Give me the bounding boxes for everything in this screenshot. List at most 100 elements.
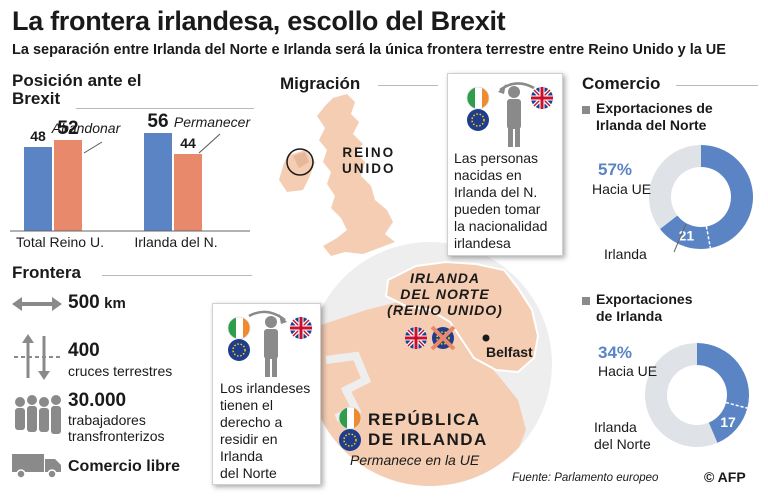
- ireland-map: [308, 242, 552, 486]
- workers-value: 30.000: [68, 390, 127, 411]
- roi-map-label-line2: DE IRLANDA: [368, 430, 488, 449]
- eu-flag-icon: [339, 429, 361, 451]
- donut-slice-1: [659, 215, 711, 249]
- bar-value-label-0-1: 52: [57, 118, 78, 139]
- border-length: 500 km: [68, 292, 126, 314]
- migration-box-ni-text: Las personas nacidas en Irlanda del N. p…: [454, 150, 547, 252]
- migration-box-ni-graphic: [466, 82, 553, 147]
- donut-separator: [725, 401, 748, 409]
- position-rule: [76, 108, 254, 109]
- ni-exports-leader: [673, 223, 687, 253]
- commerce-rule: [676, 85, 758, 86]
- ni-small-shape: [293, 152, 309, 168]
- bar-permanecer-1: [144, 133, 172, 231]
- bar-chart-leader-remain: [198, 133, 221, 154]
- republic-of-ireland-shape: [308, 298, 526, 486]
- border-length-unit: km: [104, 295, 126, 312]
- roi-exports-ni-label-line1: Irlanda: [594, 419, 637, 435]
- ni-map-label-line3: (REINO UNIDO): [387, 302, 503, 318]
- person-icon: [264, 316, 278, 377]
- uk-flag-icon: [290, 317, 312, 339]
- donut-slice-0: [701, 145, 753, 249]
- migration-box-ni-line6: irlandesa: [454, 235, 511, 251]
- workers-label: trabajadores transfronterizos: [68, 412, 164, 444]
- ni-map-label-line1: IRLANDA: [410, 270, 480, 286]
- donut-slice-0: [697, 343, 749, 409]
- migration-box-ni-line3: Irlanda del N.: [454, 184, 538, 200]
- ni-exports-ireland-label: Irlanda: [604, 246, 647, 262]
- brexit-bar-chart: Abandonar Permanecer 48 52 56 44: [10, 111, 252, 232]
- source-note: Fuente: Parlamento europeo: [512, 472, 659, 484]
- donut-slice-2: [645, 343, 718, 447]
- migration-box-roi-line2: tienen el: [220, 397, 273, 413]
- bar-permanecer-0: [24, 147, 52, 231]
- ni-map-label-line2: DEL NORTE: [400, 286, 490, 302]
- migration-heading: Migración: [280, 74, 361, 93]
- page-subtitle: La separación entre Irlanda del Norte e …: [12, 42, 726, 58]
- eu-flag-icon: [467, 109, 489, 131]
- migration-box-roi-line6: del Norte: [220, 465, 277, 481]
- roi-exports-ni-label-line2: del Norte: [594, 436, 651, 452]
- bar-abandonar-0: [54, 140, 82, 231]
- migration-box-ni-line4: pueden tomar: [454, 201, 541, 217]
- uk-flag-icon: [405, 327, 427, 349]
- bar-category-ni: Irlanda del N.: [134, 234, 218, 250]
- northern-ireland-shape: [384, 260, 540, 374]
- roi-exports-eu-pct: 34%: [598, 343, 633, 362]
- eu-flag-icon: [228, 339, 250, 361]
- migration-box-roi-line5: Irlanda: [220, 448, 263, 464]
- bar-category-total-uk: Total Reino U.: [16, 234, 104, 250]
- bar-abandonar-1: [174, 154, 202, 231]
- uk-map-label-line2: UNIDO: [342, 161, 396, 176]
- donut-slice-1: [708, 402, 748, 443]
- migration-rule: [378, 85, 438, 86]
- crossings-value: 400: [68, 340, 100, 361]
- donut-slice-value-label: 17: [720, 414, 736, 430]
- truck-icon: [12, 454, 61, 479]
- roi-exports-heading-line1: Exportaciones: [596, 291, 693, 307]
- double-arrow-icon: [12, 297, 62, 311]
- roi-exports-heading: Exportaciones de Irlanda: [596, 291, 692, 325]
- ni-exports-donut: 21: [649, 145, 753, 249]
- person-icon: [507, 86, 521, 147]
- uk-map-label: REINO UNIDO: [342, 145, 396, 177]
- ni-map-label: IRLANDA DEL NORTE (REINO UNIDO): [372, 270, 518, 318]
- position-heading-line1: Posición ante el: [12, 71, 142, 90]
- position-heading-line2: Brexit: [12, 89, 61, 108]
- ireland-flag-icon: [466, 86, 490, 110]
- frontera-rule: [102, 275, 252, 276]
- commerce-bullet-roi: [582, 297, 590, 305]
- frontera-heading: Frontera: [12, 263, 81, 282]
- migration-box-roi-line4: residir en: [220, 431, 278, 447]
- uk-map-label-line1: REINO: [342, 145, 396, 160]
- position-heading: Posición ante el Brexit: [12, 72, 141, 108]
- belfast-label: Belfast: [486, 344, 533, 360]
- donut-slice-2: [649, 145, 701, 229]
- donut-separator: [705, 226, 712, 249]
- legend-remain-label: Permanecer: [174, 114, 252, 130]
- page-title: La frontera irlandesa, escollo del Brexi…: [12, 6, 506, 36]
- migration-box-roi-text: Los irlandeses tienen el derecho a resid…: [220, 380, 310, 482]
- ni-exports-heading: Exportaciones de Irlanda del Norte: [596, 100, 713, 134]
- uk-flag-icon: [531, 87, 553, 109]
- roi-map-note: Permanece en la UE: [350, 452, 480, 468]
- ni-exports-eu-pct: 57%: [598, 160, 633, 179]
- migration-box-roi-line3: derecho a: [220, 414, 283, 430]
- ni-exports-eu-label: Hacia UE: [592, 181, 652, 197]
- workers-label-line1: trabajadores: [68, 412, 146, 428]
- migration-box-roi-line1: Los irlandeses: [220, 380, 311, 396]
- uk-map: [279, 94, 395, 256]
- crossings-icon: [14, 334, 60, 380]
- workers-icon: [15, 395, 61, 434]
- ni-exports-heading-line2: Irlanda del Norte: [596, 117, 707, 133]
- crossings-label: cruces terrestres: [68, 363, 173, 379]
- belfast-dot: [482, 334, 490, 342]
- migration-box-ni-line5: la nacionalidad: [454, 218, 548, 234]
- bar-value-label-1-0: 56: [147, 111, 168, 132]
- bar-value-label-0-0: 48: [30, 128, 46, 144]
- great-britain-shape: [317, 94, 395, 256]
- roi-exports-donut: 17: [645, 343, 749, 447]
- border-length-value: 500: [68, 292, 100, 313]
- roi-exports-eu-label: Hacia UE: [598, 363, 658, 379]
- free-trade-label: Comercio libre: [68, 458, 181, 475]
